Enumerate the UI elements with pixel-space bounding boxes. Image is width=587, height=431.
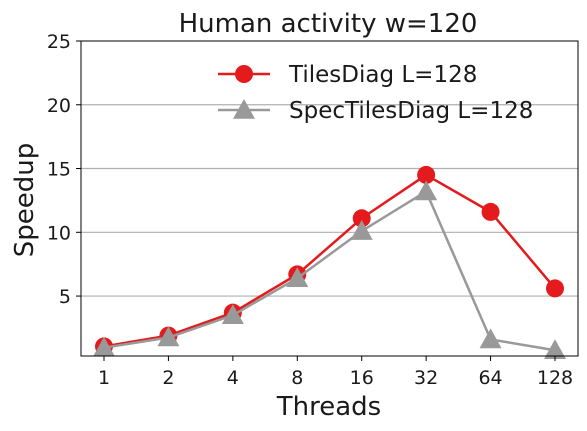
- data-point: [546, 279, 564, 298]
- x-tick-label: 4: [227, 367, 239, 389]
- x-tick-label: 1: [98, 367, 110, 389]
- data-point: [286, 267, 309, 288]
- data-point: [157, 326, 180, 347]
- x-tick-label: 128: [537, 367, 573, 389]
- data-point: [479, 328, 502, 349]
- data-point: [352, 209, 371, 228]
- series-2: [93, 180, 566, 360]
- x-tick-label: 8: [291, 367, 303, 389]
- x-tick-label: 32: [414, 367, 438, 389]
- chart-title: Human activity w=120: [179, 9, 478, 39]
- x-tick-label: 2: [162, 367, 174, 389]
- data-point: [350, 220, 373, 240]
- series-layer: [93, 165, 566, 360]
- y-tick-label: 15: [47, 159, 71, 181]
- legend-marker: [235, 65, 253, 83]
- data-point: [481, 202, 500, 221]
- x-tick-label: 16: [350, 367, 374, 389]
- data-point: [544, 339, 566, 360]
- data-point: [417, 165, 436, 184]
- y-tick-label: 5: [59, 286, 71, 308]
- plot-frame: [80, 40, 579, 357]
- y-tick-label: 20: [47, 95, 71, 117]
- legend: TilesDiag L=128 SpecTilesDiag L=128: [218, 62, 533, 124]
- legend-marker: [233, 99, 255, 119]
- y-axis-label: Speedup: [10, 143, 40, 258]
- y-tick-label: 25: [47, 31, 71, 53]
- data-point: [415, 180, 438, 201]
- data-point: [93, 336, 115, 357]
- x-axis-label: Threads: [276, 392, 381, 422]
- data-point: [221, 304, 244, 324]
- series-line: [103, 173, 556, 348]
- series-line: [103, 190, 556, 352]
- x-ticks: 1 2 4 8 16 32 64 128: [98, 356, 573, 389]
- y-tick-label: 10: [47, 222, 71, 244]
- y-ticks: 5 10 15 20 25: [47, 31, 81, 308]
- legend-label: SpecTilesDiag L=128: [289, 98, 533, 124]
- x-tick-label: 64: [478, 367, 502, 389]
- legend-label: TilesDiag L=128: [288, 62, 477, 88]
- series-1: [95, 165, 564, 356]
- grid: [81, 104, 578, 297]
